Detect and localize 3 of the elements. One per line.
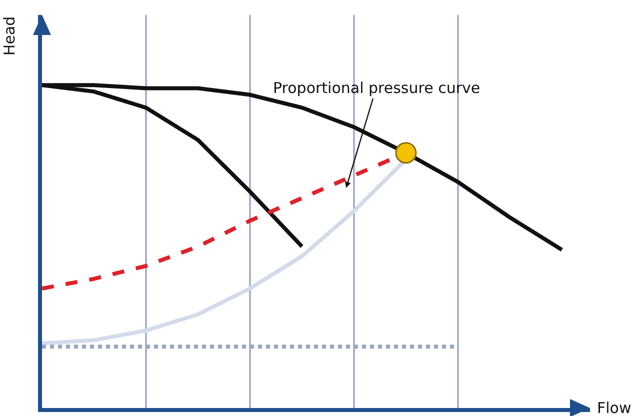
x-axis-title: Flow [597,399,632,416]
annotation: Proportional pressure curve [273,79,480,97]
y-axis-title: Head [0,16,19,56]
